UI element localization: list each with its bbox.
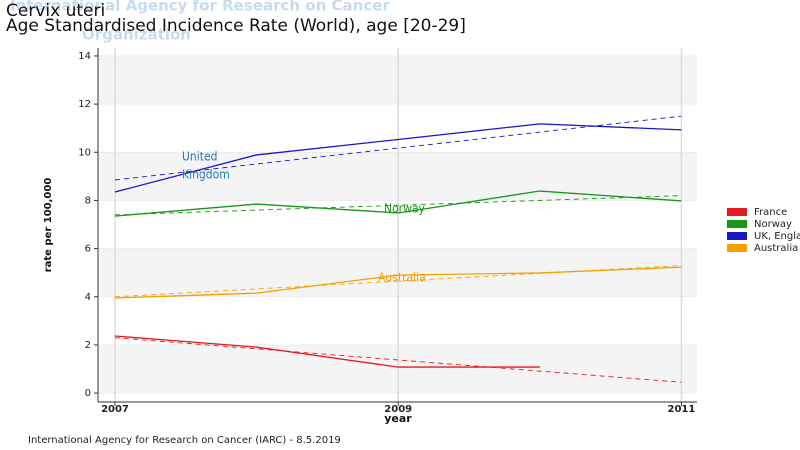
annotation: United	[182, 150, 217, 164]
y-tick-label: 12	[78, 99, 91, 110]
x-axis-label: year	[384, 412, 412, 425]
annotation: Australia	[378, 271, 426, 285]
trend-line	[114, 337, 682, 383]
series-line	[114, 190, 682, 217]
x-tick-label: 2011	[668, 404, 696, 415]
x-tick-label: 2007	[101, 404, 129, 415]
y-tick-label: 8	[85, 195, 91, 206]
legend-label: Norway	[754, 219, 792, 230]
y-tick-label: 2	[85, 340, 91, 351]
y-tick-label: 0	[85, 388, 91, 399]
watermark: International Agency for Research on Can…	[10, 0, 390, 15]
y-tick-label: 6	[85, 244, 91, 255]
annotation: Kingdom	[182, 168, 230, 182]
series-line	[114, 123, 682, 193]
y-tick-label: 10	[78, 147, 91, 158]
legend-swatch	[727, 232, 747, 240]
legend-label: UK, England	[754, 231, 800, 242]
legend-swatch	[727, 208, 747, 216]
y-tick-label: 4	[85, 292, 91, 303]
y-axis-label: rate per 100,000	[43, 178, 54, 273]
legend-swatch	[727, 244, 747, 252]
footer: International Agency for Research on Can…	[28, 435, 341, 446]
legend-swatch	[727, 220, 747, 228]
annotation: Norway	[384, 202, 426, 216]
trend-line	[114, 195, 682, 216]
chart-title: Cervix uteri	[6, 1, 105, 21]
x-tick-label: 2009	[384, 404, 412, 415]
watermark: Organization	[82, 26, 191, 44]
y-tick-label: 14	[78, 51, 91, 62]
series-line	[114, 335, 540, 368]
series-line	[114, 266, 682, 299]
chart-subtitle: Age Standardised Incidence Rate (World),…	[6, 16, 466, 36]
legend-label: France	[754, 207, 787, 218]
legend-label: Australia	[754, 243, 798, 254]
